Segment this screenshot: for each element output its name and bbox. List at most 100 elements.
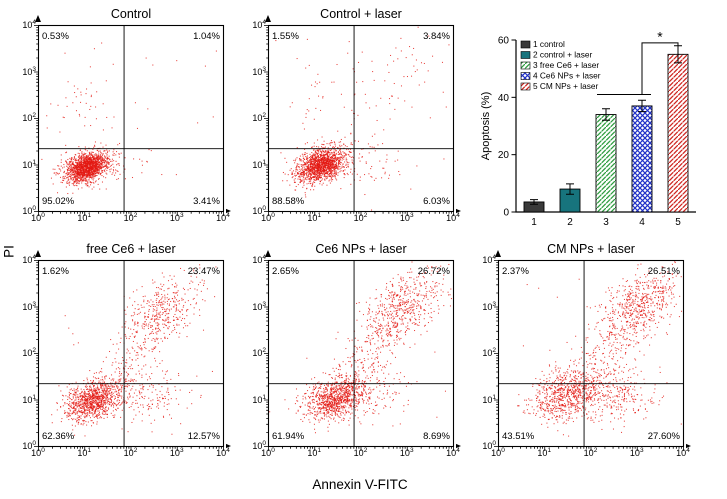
quadrant-percent-lower-left: 62.36% — [42, 431, 75, 442]
svg-text:2 control + laser: 2 control + laser — [533, 50, 592, 60]
x-tick-label: 103 — [399, 447, 414, 458]
y-axis-arrow-icon — [35, 250, 41, 257]
x-tick-label: 101 — [537, 447, 552, 458]
flow-plot-control-laser: Control + laser 1.55% 3.84% 88.58% 6.03%… — [252, 7, 461, 229]
y-axis-arrow-icon — [265, 15, 271, 22]
quadrant-percent-lower-left: 61.94% — [272, 431, 305, 442]
y-tick-label: 101 — [252, 158, 266, 170]
plot-title: free Ce6 + laser — [86, 242, 176, 256]
y-tick-label: 104 — [22, 254, 36, 265]
y-tick-label: 100 — [22, 205, 36, 216]
quadrant-percent-upper-right: 1.04% — [193, 31, 220, 42]
scatter-canvas — [26, 23, 226, 223]
svg-text:0: 0 — [503, 208, 509, 219]
x-tick-label: 102 — [353, 212, 368, 223]
svg-text:2: 2 — [567, 217, 573, 228]
scatter-canvas — [256, 23, 456, 223]
svg-text:3 free Ce6 + laser: 3 free Ce6 + laser — [533, 60, 599, 70]
x-axis-arrow-icon — [454, 442, 461, 449]
svg-text:1 control: 1 control — [533, 39, 565, 49]
y-tick-label: 103 — [22, 65, 36, 77]
y-tick-label: 102 — [22, 347, 36, 358]
svg-text:60: 60 — [498, 36, 510, 47]
quadrant-percent-upper-left: 1.62% — [42, 266, 69, 277]
x-tick-label: 102 — [123, 447, 138, 458]
y-tick-label: 101 — [482, 393, 496, 405]
scatter-canvas — [486, 258, 686, 458]
y-axis-arrow-icon — [495, 250, 501, 257]
flow-plot-control: Control 0.53% 1.04% 95.02% 3.41% 100 100 1… — [22, 7, 231, 229]
x-tick-label: 104 — [446, 447, 460, 458]
y-tick-label: 103 — [22, 300, 36, 312]
y-tick-label: 104 — [482, 254, 496, 265]
x-tick-label: 101 — [77, 447, 92, 458]
quadrant-percent-upper-right: 3.84% — [423, 31, 450, 42]
x-tick-label: 102 — [353, 447, 368, 458]
quadrant-percent-lower-left: 95.02% — [42, 196, 75, 207]
x-tick-label: 104 — [216, 212, 230, 223]
y-tick-label: 101 — [22, 393, 36, 405]
y-tick-label: 102 — [252, 112, 266, 123]
x-tick-label: 101 — [77, 212, 92, 223]
x-tick-label: 100 — [491, 447, 505, 458]
x-tick-label: 104 — [676, 447, 690, 458]
x-tick-label: 103 — [399, 212, 414, 223]
bar-y-axis-label: Apoptosis (%) — [480, 92, 492, 160]
svg-text:3: 3 — [603, 217, 609, 228]
x-tick-label: 100 — [261, 212, 275, 223]
x-tick-label: 103 — [169, 212, 184, 223]
x-tick-label: 101 — [307, 212, 322, 223]
svg-text:*: * — [657, 28, 663, 44]
y-tick-label: 100 — [252, 440, 266, 451]
x-tick-label: 103 — [629, 447, 644, 458]
quadrant-percent-lower-right: 3.41% — [193, 196, 220, 207]
bar-5 — [667, 53, 689, 213]
x-tick-label: 100 — [31, 212, 45, 223]
svg-text:20: 20 — [498, 150, 510, 161]
x-tick-label: 103 — [169, 447, 184, 458]
y-tick-label: 100 — [482, 440, 496, 451]
y-tick-label: 100 — [22, 440, 36, 451]
scatter-canvas — [256, 258, 456, 458]
x-axis-arrow-icon — [224, 442, 231, 449]
x-tick-label: 104 — [216, 447, 230, 458]
x-tick-label: 100 — [31, 447, 45, 458]
y-tick-label: 101 — [252, 393, 266, 405]
y-axis-arrow-icon — [35, 15, 41, 22]
y-tick-label: 103 — [252, 300, 266, 312]
flow-plot-free-ce6-laser: free Ce6 + laser 1.62% 23.47% 62.36% 12.… — [22, 242, 231, 464]
quadrant-percent-upper-right: 26.72% — [417, 266, 450, 277]
quadrant-percent-upper-left: 2.65% — [272, 266, 299, 277]
quadrant-percent-upper-left: 0.53% — [42, 31, 69, 42]
quadrant-percent-lower-right: 12.57% — [187, 431, 220, 442]
flow-plot-cm-nps-laser: CM NPs + laser 2.37% 26.51% 43.51% 27.60… — [482, 242, 691, 464]
svg-text:5 CM NPs + laser: 5 CM NPs + laser — [533, 81, 598, 91]
x-tick-label: 104 — [446, 212, 460, 223]
y-tick-label: 103 — [252, 65, 266, 77]
bar-4 — [631, 105, 653, 213]
plot-title: Control — [110, 7, 152, 21]
quadrant-percent-upper-left: 1.55% — [272, 31, 299, 42]
figure-y-axis-label: PI — [1, 245, 17, 258]
y-axis-arrow-icon — [265, 250, 271, 257]
y-tick-label: 104 — [22, 19, 36, 30]
y-tick-label: 100 — [252, 205, 266, 216]
quadrant-percent-lower-right: 6.03% — [423, 196, 450, 207]
svg-text:4 Ce6 NPs + laser: 4 Ce6 NPs + laser — [533, 71, 601, 81]
svg-text:1: 1 — [531, 217, 537, 228]
quadrant-percent-lower-right: 8.69% — [423, 431, 450, 442]
quadrant-percent-upper-left: 2.37% — [502, 266, 529, 277]
quadrant-percent-upper-right: 23.47% — [187, 266, 220, 277]
y-tick-label: 104 — [252, 254, 266, 265]
y-tick-label: 101 — [22, 158, 36, 170]
quadrant-percent-lower-left: 43.51% — [502, 431, 535, 442]
bar-3 — [595, 114, 617, 213]
apoptosis-bar-chart: 0 20 40 60 Apoptosis (%) 1 2 3 4 5 1 control 2 cont… — [480, 28, 720, 240]
x-axis-arrow-icon — [454, 207, 461, 214]
flow-plot-ce6-nps-laser: Ce6 NPs + laser 2.65% 26.72% 61.94% 8.69… — [252, 242, 461, 464]
scatter-canvas — [26, 258, 226, 458]
y-tick-label: 103 — [482, 300, 496, 312]
quadrant-percent-upper-right: 26.51% — [647, 266, 680, 277]
svg-text:40: 40 — [498, 93, 510, 104]
